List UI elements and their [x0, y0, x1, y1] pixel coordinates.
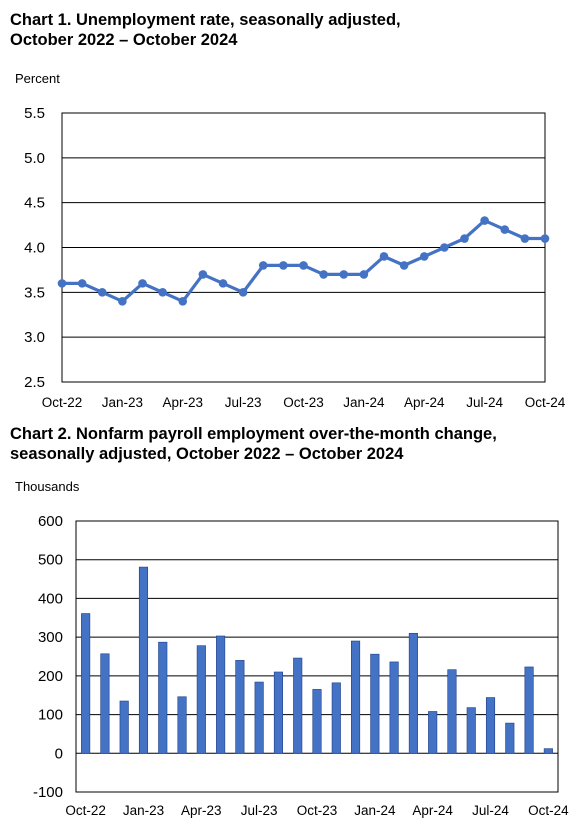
chart2-title-line2: seasonally adjusted, October 2022 – Octo…: [10, 445, 404, 463]
chart2-bar: [485, 697, 496, 754]
chart1-data-point: [480, 216, 489, 225]
chart1-y-tick-label: 5.5: [24, 105, 45, 122]
chart1-title: Chart 1. Unemployment rate, seasonally a…: [10, 10, 401, 50]
chart1-data-point: [238, 288, 248, 297]
chart2-bar: [177, 696, 187, 754]
chart2-x-tick-label: Oct-23: [297, 803, 338, 818]
chart2-y-tick-label: 300: [38, 629, 63, 646]
chart1-data-point: [198, 270, 208, 279]
chart1-y-unit: Percent: [15, 71, 60, 86]
chart1-data-point: [520, 234, 530, 243]
chart1-data-point: [178, 297, 188, 306]
chart1-x-tick-label: Apr-23: [162, 395, 203, 410]
chart1-x-tick-label: Jul-23: [225, 395, 262, 410]
chart1-data-point: [118, 297, 127, 306]
chart2-bar: [81, 613, 91, 754]
chart1-data-point: [77, 279, 87, 288]
chart1-data-point: [399, 261, 409, 270]
chart1-y-tick-label: 5.0: [24, 150, 45, 167]
chart1-data-point: [359, 270, 369, 279]
chart2-bar: [119, 700, 129, 754]
chart2-x-tick-label: Jan-24: [354, 803, 396, 818]
chart2-y-tick-label: -100: [33, 784, 63, 801]
chart1-data-point: [258, 261, 268, 270]
chart1-data-point: [419, 252, 429, 261]
chart2-y-unit: Thousands: [15, 479, 80, 494]
chart2-bar: [505, 722, 515, 754]
chart2-bar: [389, 661, 399, 754]
chart1-plot-frame: [61, 112, 546, 383]
chart2-bar: [312, 689, 322, 754]
chart1-series-line: [62, 219, 545, 303]
chart2-bar: [293, 657, 303, 754]
chart1-y-tick-label: 4.0: [24, 240, 45, 257]
chart2-bar: [254, 681, 264, 754]
chart2-bar: [158, 641, 168, 754]
chart1-x-tick-label: Apr-24: [404, 395, 445, 410]
chart2-title-line1: Chart 2. Nonfarm payroll employment over…: [10, 425, 497, 443]
chart1-data-point: [379, 252, 389, 261]
chart2-x-tick-label: Jul-23: [241, 803, 278, 818]
chart2-bar: [273, 671, 283, 754]
chart2-plot-frame: [75, 520, 559, 793]
chart1-data-point: [540, 234, 550, 243]
chart2-y-tick-label: 200: [38, 668, 63, 685]
chart1-x-tick-label: Oct-23: [283, 395, 324, 410]
chart2-bar: [196, 645, 206, 754]
chart1-data-point: [97, 288, 107, 297]
chart2-bar: [100, 653, 110, 754]
chart1-data-point: [440, 243, 449, 252]
chart1-title-line1: Chart 1. Unemployment rate, seasonally a…: [10, 11, 401, 29]
chart2-bar: [408, 632, 418, 754]
chart1-x-tick-label: Jul-24: [466, 395, 503, 410]
chart1-x-tick-label: Oct-22: [42, 395, 83, 410]
chart1-data-point: [460, 234, 469, 243]
chart2-bar: [216, 635, 226, 754]
chart1-title-line2: October 2022 – October 2024: [10, 31, 238, 49]
chart1-x-tick-label: Jan-24: [343, 395, 385, 410]
chart2-bar: [235, 660, 245, 754]
chart1-data-point: [218, 279, 228, 288]
chart2-bar: [351, 640, 361, 754]
chart1-data-point: [319, 270, 328, 279]
chart1-data-point: [138, 279, 147, 288]
chart2-y-tick-label: 500: [38, 552, 63, 569]
chart2-x-tick-label: Jan-23: [123, 803, 164, 818]
chart1-y-tick-label: 3.0: [24, 329, 45, 346]
chart2-bar: [428, 711, 438, 754]
chart1-y-tick-label: 2.5: [24, 374, 45, 391]
chart2-x-tick-label: Oct-24: [528, 803, 569, 818]
chart2-y-tick-label: 400: [38, 590, 63, 607]
chart1-y-tick-label: 3.5: [24, 284, 45, 301]
chart2-bar: [370, 653, 380, 754]
chart2-y-tick-label: 100: [38, 707, 63, 724]
chart1-data-point: [299, 261, 308, 270]
chart1-y-tick-label: 4.5: [24, 195, 45, 212]
chart2-y-tick-label: 600: [38, 513, 63, 530]
chart1-data-point: [500, 225, 510, 234]
chart1-data-point: [57, 279, 67, 288]
chart2-bar: [331, 682, 341, 754]
chart2-x-tick-label: Apr-24: [412, 803, 453, 818]
chart1-data-point: [158, 288, 167, 297]
chart2-bar: [466, 707, 476, 754]
chart2-bar: [543, 748, 553, 754]
chart2-x-tick-label: Jul-24: [472, 803, 509, 818]
chart2-bar: [138, 566, 149, 754]
chart1-x-tick-label: Jan-23: [102, 395, 143, 410]
chart2-x-tick-label: Apr-23: [181, 803, 222, 818]
chart2-y-tick-label: 0: [55, 745, 63, 762]
chart1-data-point: [339, 270, 349, 279]
chart1-x-tick-label: Oct-24: [525, 395, 566, 410]
chart2-x-tick-label: Oct-22: [65, 803, 106, 818]
chart2-title: Chart 2. Nonfarm payroll employment over…: [10, 424, 497, 464]
chart1-data-point: [279, 261, 288, 270]
chart2-bar: [524, 666, 534, 754]
chart2-bar: [447, 669, 457, 754]
